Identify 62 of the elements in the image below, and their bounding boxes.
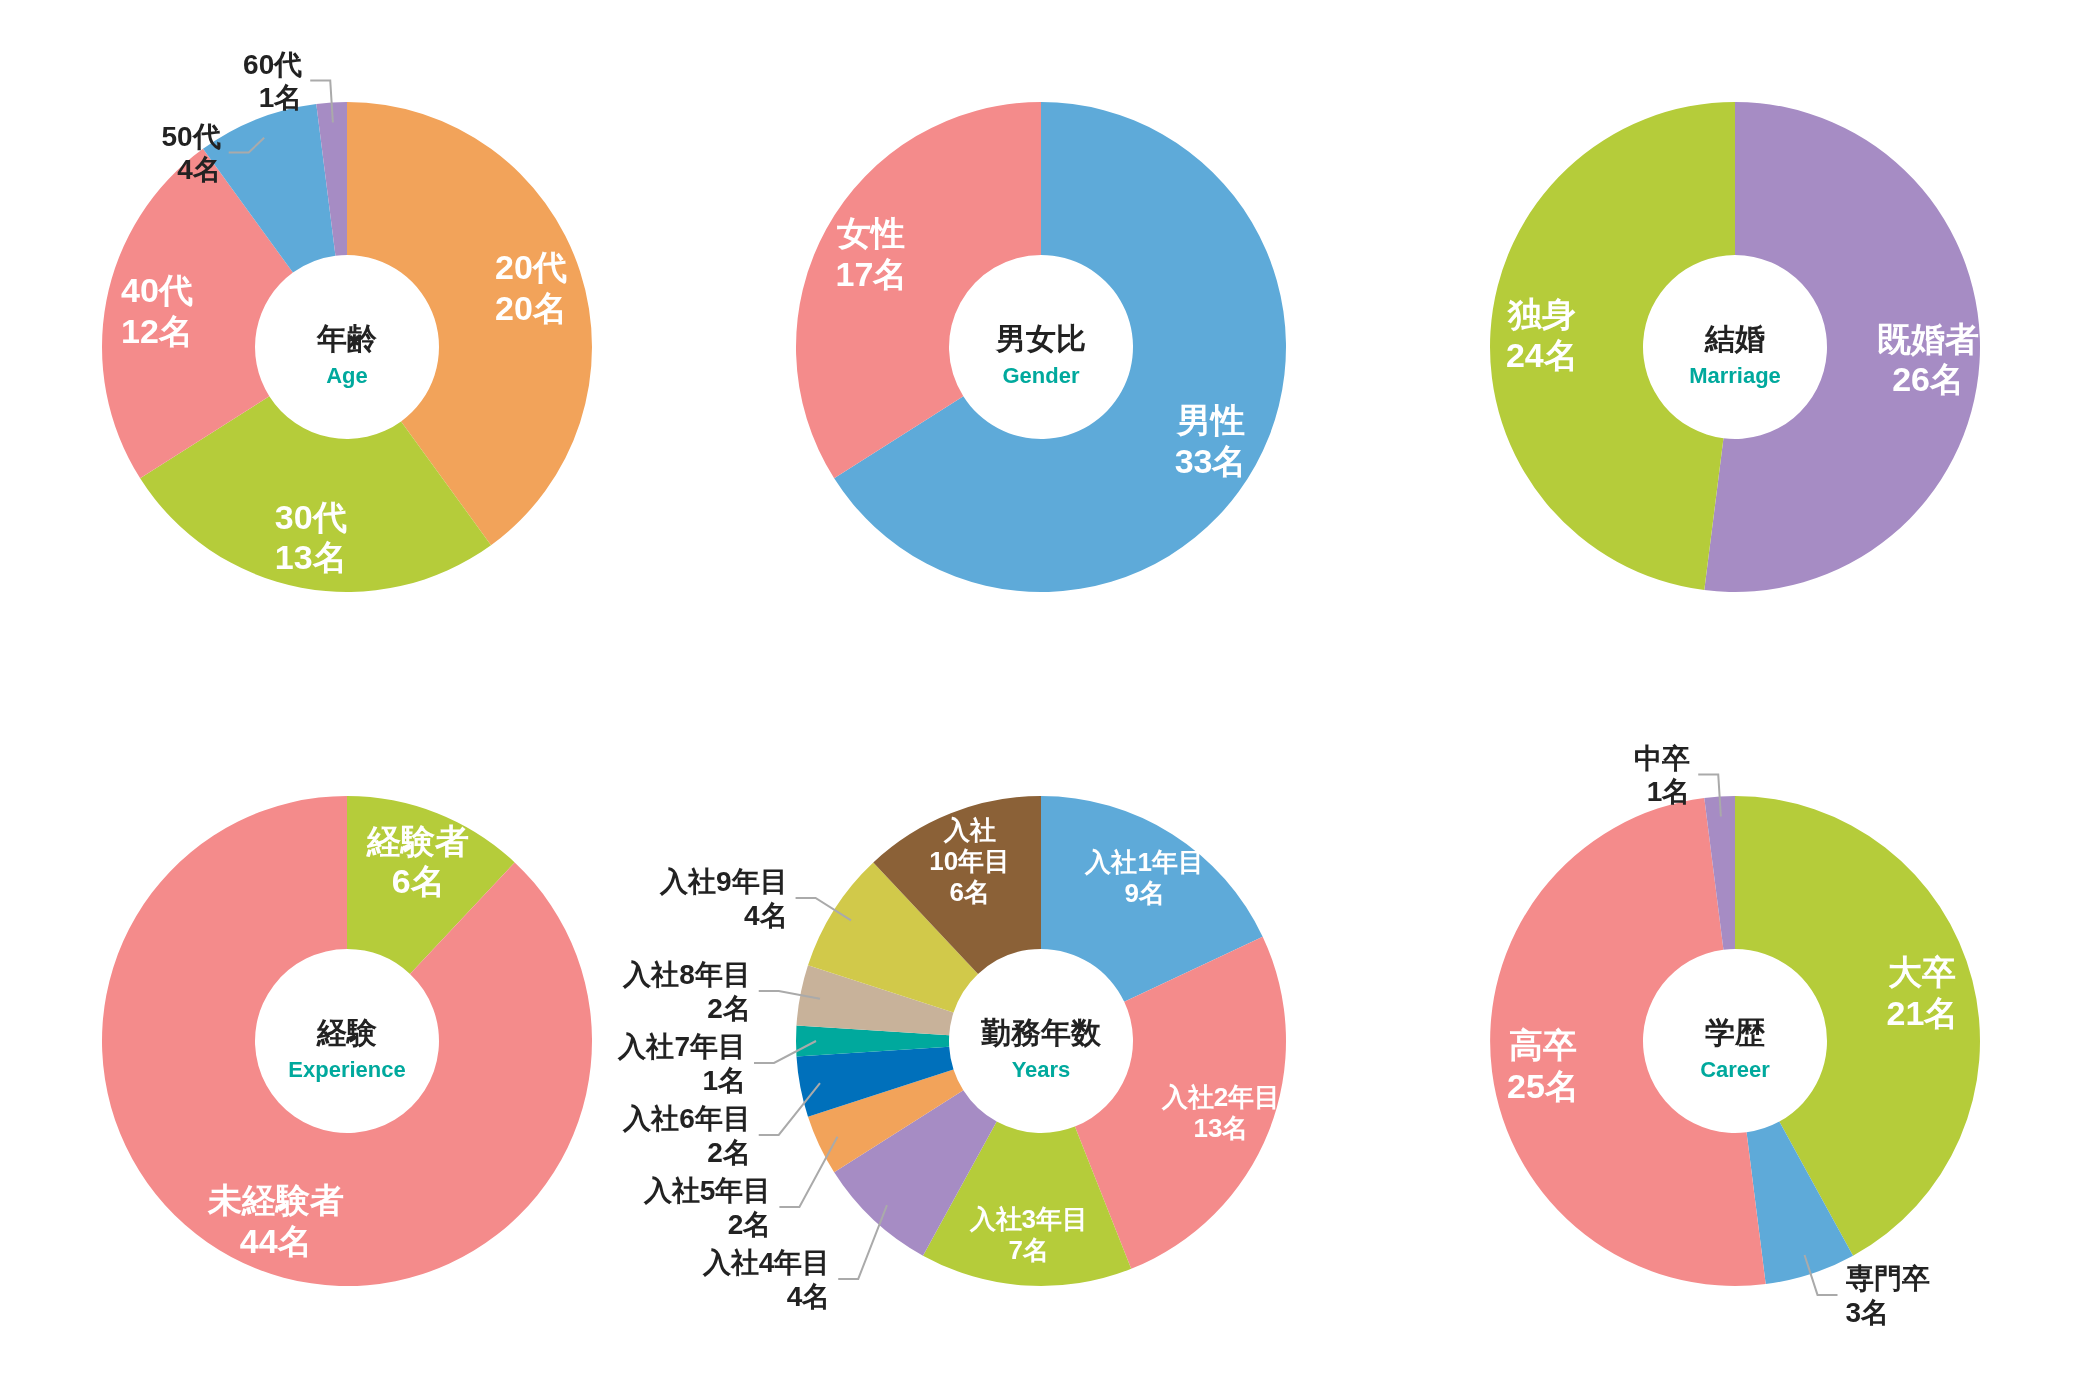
slice-label: 入社1年目: [1084, 847, 1204, 878]
data-label: 4名: [743, 899, 788, 931]
slice-label: 専門卒: [1844, 1262, 1930, 1294]
data-label: 2名: [707, 1136, 751, 1168]
slice-label: 入社6年目: [622, 1102, 751, 1134]
text: 結婚: [1704, 322, 1765, 355]
slice-label: 既婚者: [1877, 319, 1980, 358]
text: 年齢: [316, 322, 377, 355]
slice-label: 40代: [121, 271, 193, 310]
text: Years: [1011, 1057, 1071, 1082]
data-label: 2名: [707, 992, 751, 1024]
slice-label: 経験者: [366, 821, 470, 860]
data-label: 4名: [177, 154, 221, 186]
text: Career: [1700, 1057, 1771, 1082]
data-label: 13名: [274, 538, 347, 577]
slice-label: 高卒: [1509, 1025, 1578, 1064]
slice-label: 入社5年目: [642, 1174, 772, 1206]
data-label: 20名: [495, 288, 567, 327]
slice-label: 入社7年目: [617, 1030, 746, 1062]
data-label: 4名: [786, 1280, 831, 1312]
text: Experience: [288, 1057, 406, 1082]
slice-label: 大卒: [1888, 953, 1957, 992]
slice-label: 男性: [1175, 400, 1245, 439]
data-label: 1名: [1646, 776, 1691, 808]
text: Marriage: [1689, 363, 1781, 388]
slice-label: 入社9年目: [658, 865, 788, 897]
data-label: 13名: [1193, 1112, 1249, 1143]
data-label: 1名: [702, 1064, 746, 1096]
slice-label: 中卒: [1634, 742, 1691, 774]
data-label: 12名: [121, 312, 193, 351]
data-label: 26名: [1892, 360, 1965, 399]
slice-label: 女性: [836, 214, 906, 253]
text: 経験: [316, 1016, 377, 1049]
slice-label: 入社10年目: [929, 814, 1011, 877]
text: 学歴: [1705, 1016, 1765, 1049]
slice-label: 20代: [495, 247, 567, 286]
slice-label: 30代: [274, 497, 347, 536]
slice-label: 入社8年目: [622, 958, 751, 990]
data-label: 2名: [727, 1208, 772, 1240]
text: Gender: [1002, 363, 1080, 388]
text: 男女比: [995, 322, 1086, 355]
slice-label: 入社4年目: [701, 1246, 831, 1278]
slice-label: 入社2年目: [1160, 1081, 1281, 1112]
data-label: 21名: [1886, 994, 1959, 1033]
slice-label: 50代: [161, 120, 221, 152]
slice-label: 入社3年目: [968, 1203, 1089, 1234]
data-label: 17名: [835, 255, 908, 294]
slice-label: 未経験者: [206, 1181, 344, 1220]
data-label: 6名: [391, 862, 445, 901]
data-label: 3名: [1845, 1296, 1890, 1328]
text: 勤務年数: [980, 1016, 1102, 1049]
data-label: 9名: [1124, 878, 1165, 909]
text: Age: [326, 363, 368, 388]
data-label: 7名: [1008, 1234, 1050, 1265]
slice-label: 60代: [243, 48, 303, 80]
data-label: 44名: [239, 1222, 312, 1261]
data-label: 33名: [1174, 441, 1247, 480]
data-label: 24名: [1505, 336, 1578, 375]
data-label: 25名: [1507, 1066, 1579, 1105]
data-label: 1名: [258, 82, 303, 114]
slice-label: 独身: [1506, 295, 1576, 334]
data-label: 6名: [949, 877, 990, 908]
